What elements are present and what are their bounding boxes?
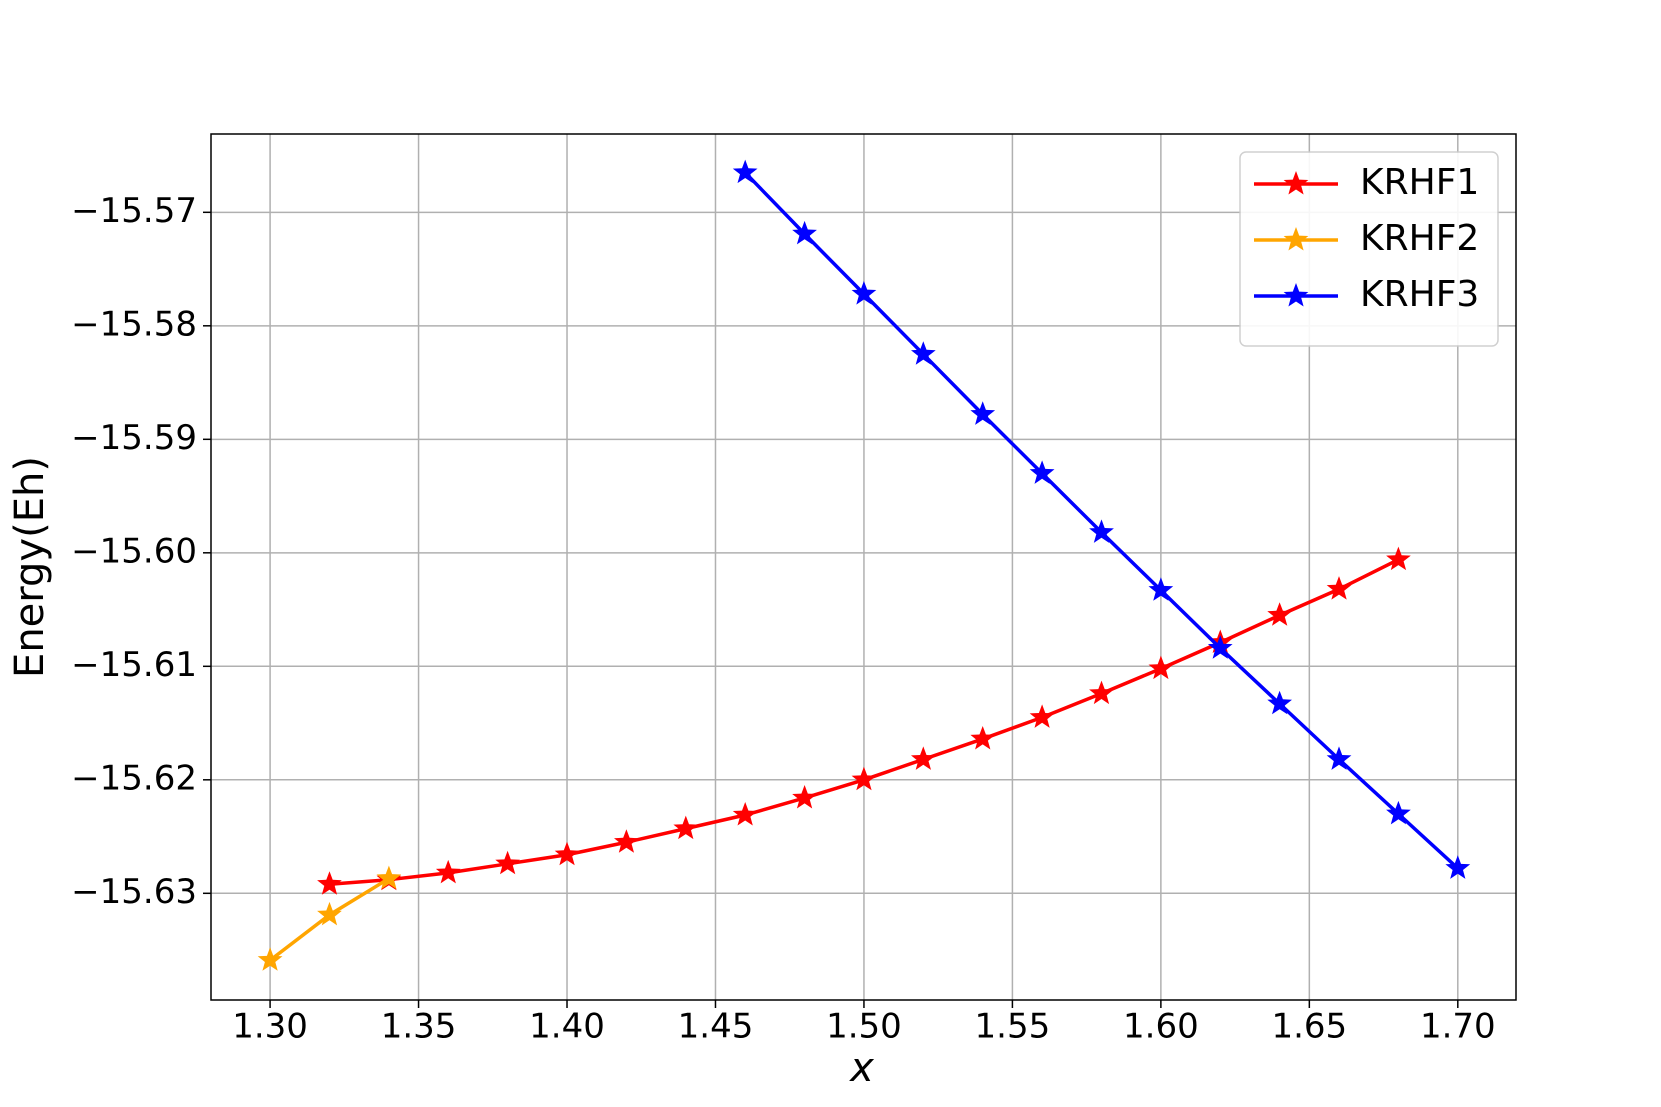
point-marker [792,220,817,245]
point-marker [1089,519,1114,543]
x-tick-label: 1.70 [1420,1007,1496,1047]
x-tick-label: 1.65 [1271,1007,1347,1047]
plot-frame [210,133,1517,1001]
point-marker [851,766,877,791]
point-marker [673,815,699,840]
x-tick-label: 1.55 [975,1007,1051,1047]
point-marker [554,841,580,866]
point-marker [1207,635,1233,659]
point-marker [970,726,996,750]
y-tick-label: −15.59 [71,418,197,458]
point-marker [1445,855,1471,879]
point-marker [792,785,817,809]
legend-label: KRHF2 [1360,218,1479,259]
legend-label: KRHF3 [1360,274,1479,315]
point-marker [1386,800,1411,825]
point-marker [1326,746,1352,770]
point-marker [851,281,877,305]
x-tick-label: 1.30 [232,1007,308,1047]
point-marker [1326,576,1352,600]
legend-marker [1283,171,1309,195]
x-axis-label: x [848,1045,874,1091]
legend-label: KRHF1 [1360,162,1479,203]
point-marker [614,829,639,853]
point-marker [911,746,936,770]
x-tick-label: 1.45 [678,1007,754,1047]
point-marker [435,859,461,884]
y-tick-label: −15.57 [71,191,197,231]
x-tick-label: 1.60 [1123,1007,1199,1047]
point-marker [911,341,936,365]
y-tick-label: −15.62 [71,758,197,798]
point-marker [1029,460,1055,484]
x-tick-label: 1.40 [529,1007,605,1047]
point-marker [1029,704,1055,728]
point-marker [1386,546,1411,571]
point-marker [1267,602,1292,626]
point-marker [732,159,758,184]
point-marker [495,850,520,875]
point-marker [1148,655,1174,680]
y-tick-label: −15.58 [71,304,197,344]
y-tick-label: −15.61 [71,645,197,685]
x-tick-label: 1.35 [381,1007,457,1047]
y-axis-label: Energy(Eh) [7,456,53,678]
point-marker [257,947,283,971]
y-tick-label: −15.63 [71,872,197,912]
legend-marker [1283,283,1309,307]
y-tick-label: −15.60 [71,531,197,571]
point-marker [317,871,342,895]
point-marker [1089,680,1114,705]
x-tick-label: 1.50 [826,1007,902,1047]
point-marker [1148,577,1174,601]
point-marker [317,901,342,926]
point-marker [970,401,996,425]
point-marker [1267,690,1292,715]
point-marker [376,865,402,890]
point-marker [732,802,758,826]
legend-marker [1283,227,1309,251]
